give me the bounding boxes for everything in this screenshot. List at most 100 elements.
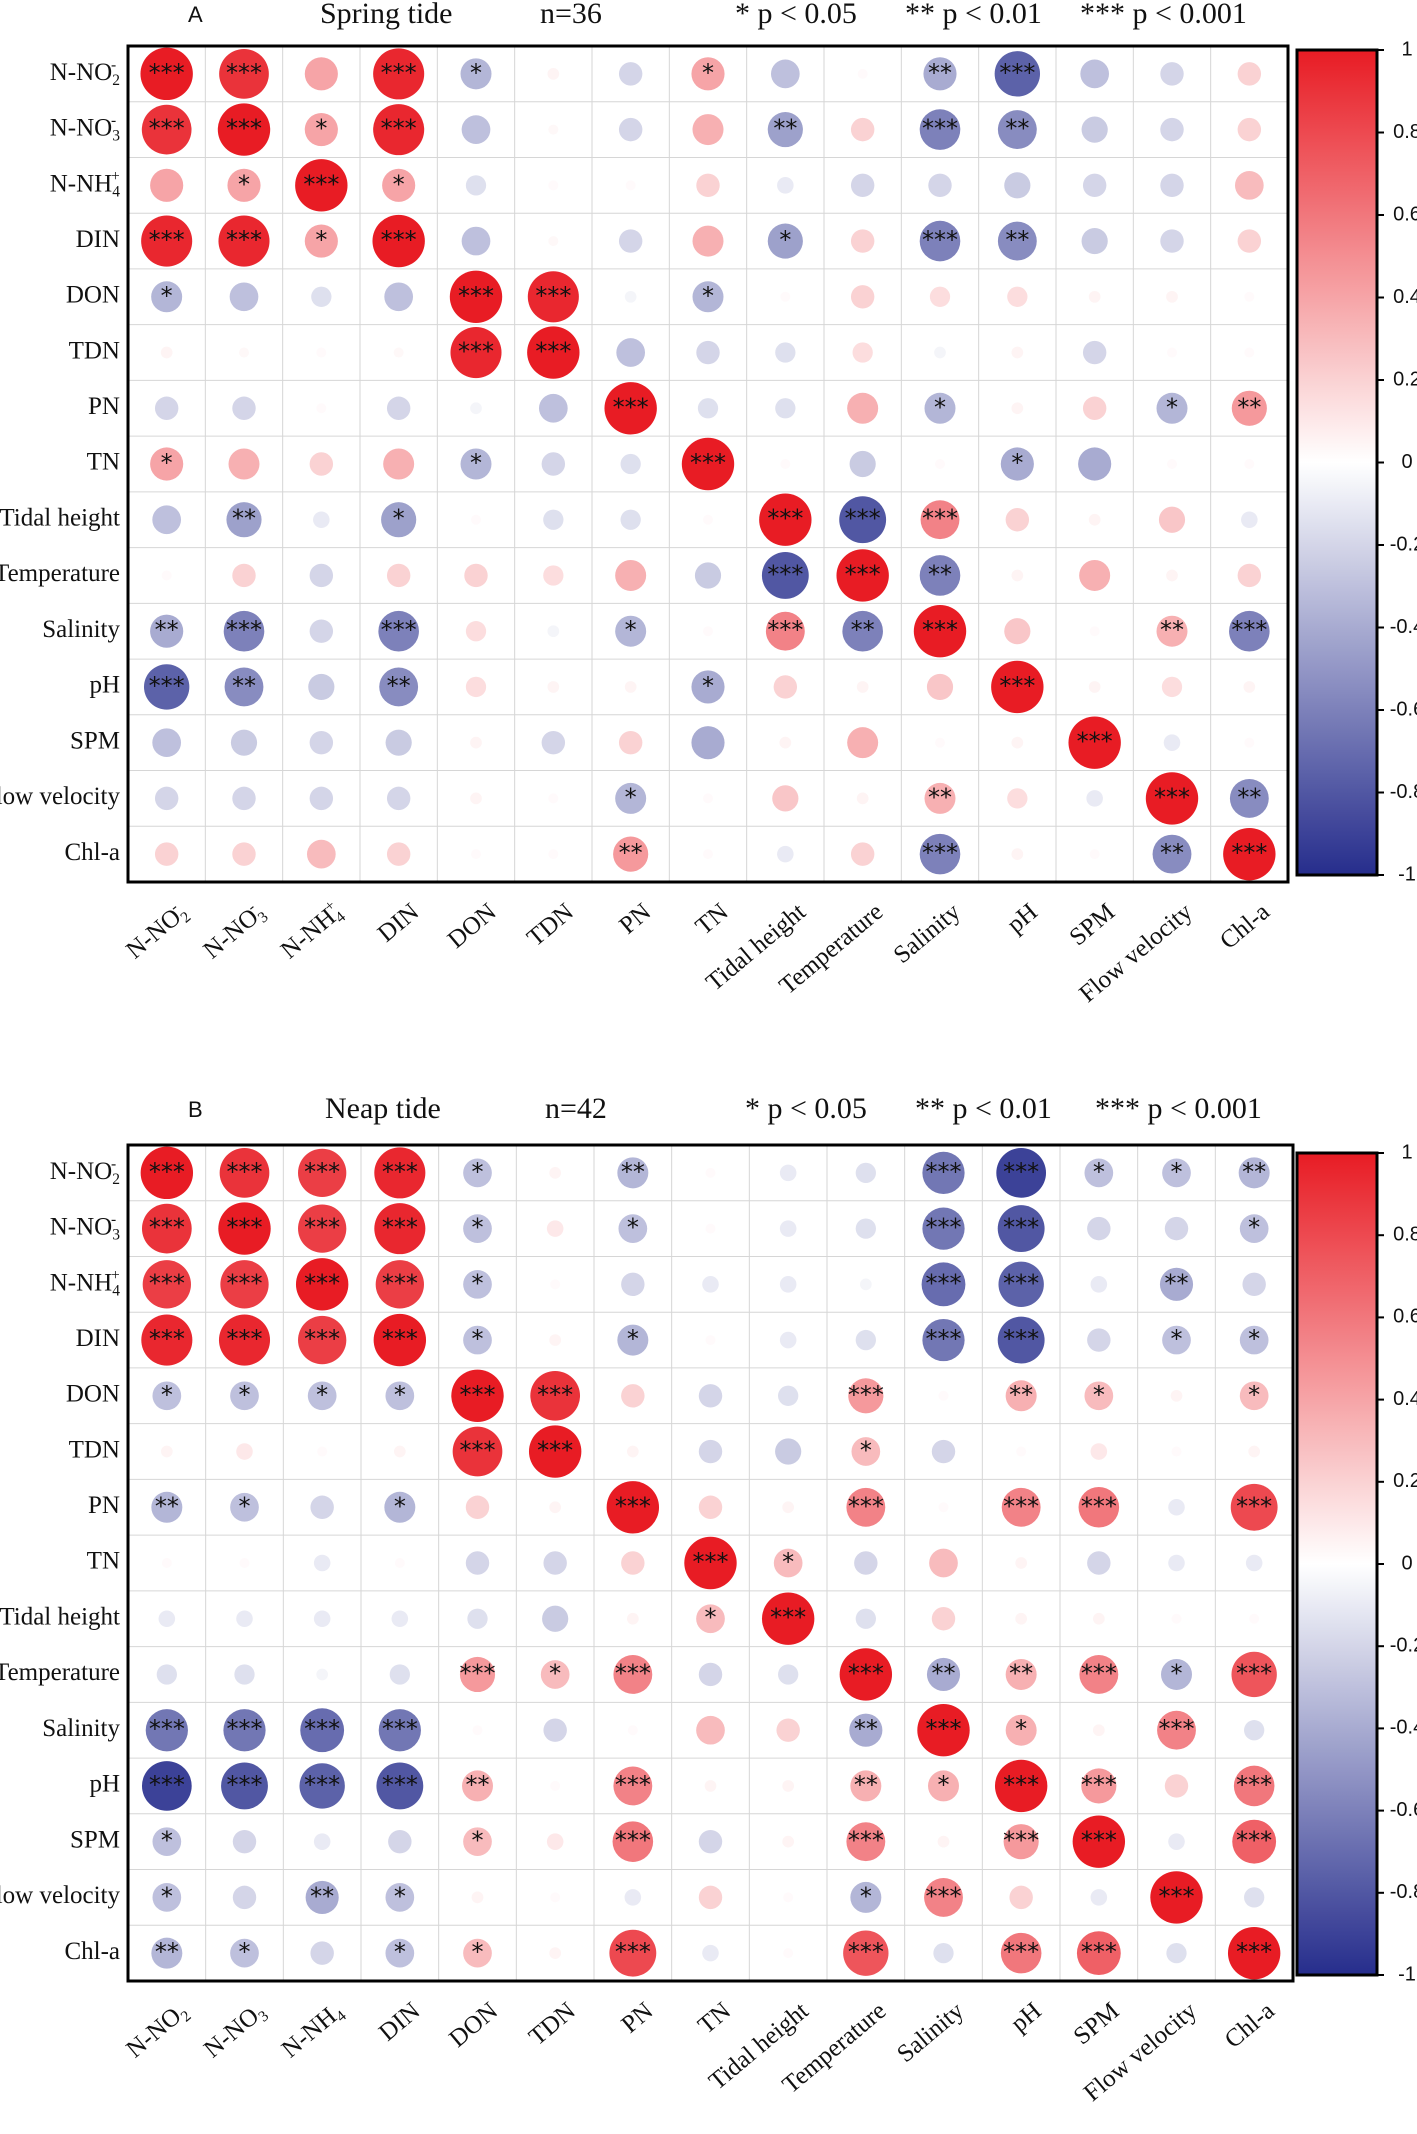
panel-letter: B — [188, 1097, 203, 1122]
significance-mark: *** — [458, 282, 494, 310]
significance-mark: *** — [149, 1269, 185, 1297]
correlation-circle — [1156, 615, 1188, 647]
correlation-circle — [849, 1713, 883, 1747]
significance-mark: *** — [1236, 1771, 1272, 1799]
significance-mark: *** — [1003, 1158, 1039, 1186]
significance-mark: * — [238, 170, 250, 198]
correlation-circle — [705, 1167, 716, 1178]
row-label: DIN — [76, 1325, 120, 1352]
significance-mark: *** — [382, 1715, 418, 1743]
correlation-circle — [460, 58, 492, 90]
significance-mark: *** — [149, 115, 185, 143]
significance-mark: * — [705, 1604, 717, 1632]
correlation-circle — [705, 1223, 716, 1234]
significance-mark: *** — [926, 1882, 962, 1910]
correlation-circle — [1016, 1446, 1027, 1457]
correlation-circle — [550, 1279, 561, 1290]
correlation-circle — [467, 1608, 488, 1629]
correlation-circle — [547, 681, 560, 693]
correlation-circle — [548, 236, 559, 247]
correlation-circle — [1079, 559, 1111, 591]
correlation-circle — [313, 511, 330, 529]
correlation-circle — [547, 68, 560, 80]
correlation-circle — [616, 338, 646, 367]
correlation-circle — [309, 786, 334, 811]
correlation-circle — [620, 509, 641, 530]
significance-mark: *** — [303, 170, 339, 198]
correlation-circle — [852, 342, 873, 363]
significance-mark: *** — [381, 226, 417, 254]
correlation-circle — [393, 347, 404, 358]
significance-mark: *** — [460, 1659, 496, 1687]
significance-mark: *** — [304, 1325, 340, 1353]
significance-mark: ** — [232, 672, 256, 700]
correlation-circle — [224, 667, 264, 707]
correlation-circle — [530, 1370, 581, 1421]
correlation-circle — [1166, 290, 1178, 303]
correlation-circle — [1011, 569, 1024, 582]
correlation-circle — [305, 1880, 339, 1914]
significance-mark: *** — [226, 616, 262, 644]
correlation-circle — [613, 836, 649, 872]
significance-mark: *** — [460, 1381, 496, 1409]
correlation-circle — [998, 1261, 1044, 1308]
correlation-circle — [141, 1761, 192, 1811]
correlation-circle — [471, 849, 481, 860]
correlation-circle — [850, 173, 875, 198]
correlation-circle — [856, 792, 869, 805]
correlation-circle — [298, 1204, 347, 1253]
correlation-circle — [1087, 1328, 1111, 1352]
correlation-circle — [1231, 1651, 1277, 1698]
correlation-circle — [1248, 1445, 1261, 1458]
significance-mark: ** — [310, 1882, 334, 1910]
significance-mark: ** — [1160, 616, 1184, 644]
correlation-circle — [922, 1318, 965, 1362]
correlation-circle — [373, 1313, 427, 1367]
correlation-circle — [613, 1655, 653, 1694]
correlation-circle — [143, 664, 190, 710]
color-bar-tick-label: 0.4 — [1393, 286, 1417, 308]
correlation-circle — [540, 1660, 570, 1689]
color-bar-tick-label: 1 — [1401, 1141, 1412, 1163]
row-label: N-NH4+ — [50, 1266, 121, 1299]
correlation-circle — [617, 1324, 649, 1356]
column-label: N-NH4+ — [274, 896, 349, 966]
correlation-circle — [779, 1220, 797, 1237]
correlation-circle — [548, 849, 559, 860]
significance-mark: *** — [1081, 1659, 1117, 1687]
significance-mark: *** — [304, 1158, 340, 1186]
correlation-circle — [316, 1668, 329, 1681]
correlation-circle — [850, 229, 875, 253]
correlation-circle — [703, 849, 713, 860]
correlation-circle — [549, 1501, 562, 1514]
correlation-circle — [779, 1331, 797, 1349]
correlation-circle — [997, 1205, 1045, 1253]
correlation-circle — [230, 1492, 259, 1522]
color-bar-tick-label: -0.4 — [1390, 616, 1417, 638]
correlation-circle — [782, 1780, 795, 1792]
correlation-circle — [621, 1384, 645, 1408]
significance-mark: *** — [615, 1771, 651, 1799]
correlation-circle — [703, 514, 713, 525]
significance-mark: *** — [382, 1269, 418, 1297]
correlation-circle — [1084, 1158, 1114, 1188]
significance-mark: * — [934, 393, 946, 421]
significance-legend-item: * p < 0.05 — [745, 1092, 867, 1125]
correlation-circle — [221, 1762, 268, 1810]
correlation-circle — [855, 1162, 876, 1184]
correlation-circle — [378, 1709, 421, 1752]
significance-mark: * — [239, 1938, 251, 1966]
significance-mark: ** — [1160, 839, 1184, 867]
correlation-circle — [1168, 1554, 1185, 1572]
correlation-circle — [541, 730, 566, 755]
correlation-circle — [704, 1780, 717, 1792]
correlation-circle — [543, 1718, 567, 1742]
correlation-circle — [850, 1770, 882, 1802]
significance-mark: *** — [382, 1771, 418, 1799]
significance-mark: * — [702, 59, 714, 87]
correlation-circle — [1000, 1932, 1042, 1974]
correlation-circle — [1005, 1714, 1037, 1746]
correlation-circle — [1088, 681, 1101, 693]
correlation-circle — [154, 842, 179, 866]
significance-mark: ** — [621, 1158, 645, 1186]
